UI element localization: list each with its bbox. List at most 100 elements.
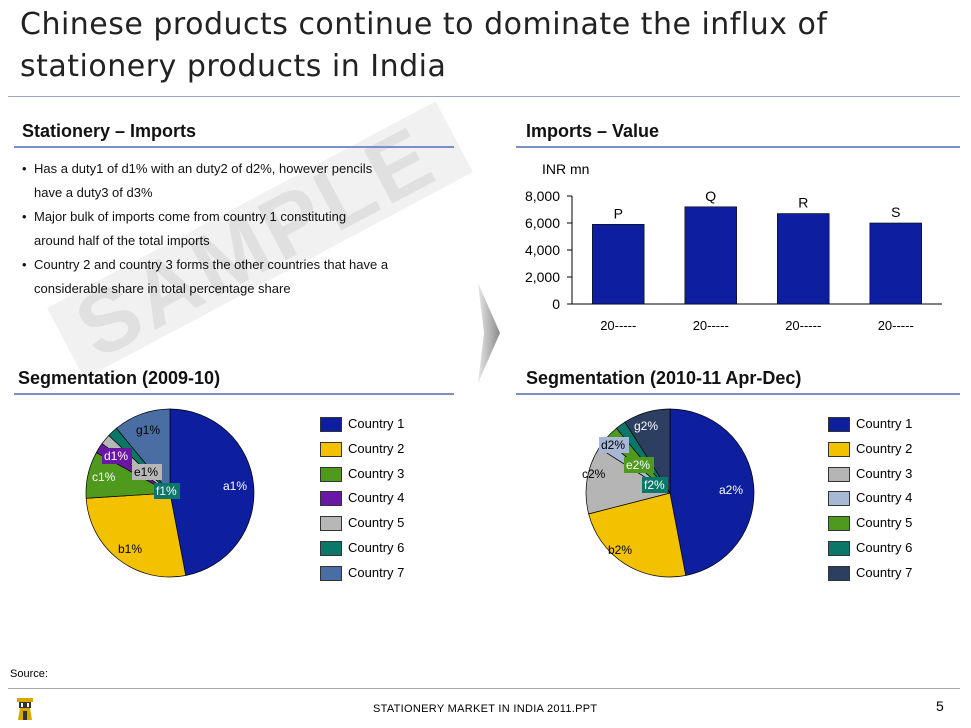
bullet-line: Country 2 and country 3 forms the other …: [34, 257, 389, 272]
legend-label: Country 6: [856, 540, 913, 555]
bullet-line: have a duty3 of d3%: [34, 185, 153, 200]
bullet-item: Country 2 and country 3 forms the other …: [22, 253, 462, 301]
bullet-line: Major bulk of imports come from country …: [34, 209, 347, 224]
pie-slice-label: f2%: [642, 477, 668, 493]
pie-slice-label: a1%: [223, 479, 247, 493]
legend-swatch: [320, 417, 342, 432]
legend-label: Country 7: [856, 564, 913, 580]
legend-label: Country 1: [348, 416, 405, 431]
pie-slice: [85, 492, 187, 578]
x-tick-label: 20-----: [878, 318, 914, 333]
y-tick-label: 8,000: [525, 188, 560, 204]
svg-text:g2%: g2%: [634, 419, 658, 433]
pie-slice-label: d1%: [102, 448, 132, 464]
y-tick-label: 0: [552, 296, 560, 312]
legend-swatch: [828, 417, 850, 432]
legend-swatch: [320, 565, 342, 581]
legend-swatch: [828, 466, 850, 482]
legend-swatch: [828, 541, 850, 556]
title-divider: [8, 96, 960, 97]
svg-text:b2%: b2%: [608, 543, 632, 557]
footer-divider: [8, 688, 960, 689]
legend-label: Country 6: [348, 540, 405, 555]
x-tick-label: 20-----: [600, 318, 636, 333]
x-tick-label: 20-----: [693, 318, 729, 333]
pie-slice-label: g2%: [634, 419, 658, 433]
bullet-item: Has a duty1 of d1% with an duty2 of d2%,…: [22, 157, 462, 205]
x-tick-label: 20-----: [785, 318, 821, 333]
legend-label: Country 2: [348, 440, 405, 456]
pie-slice: [624, 408, 671, 495]
pie2-heading-underline: [516, 393, 960, 395]
bar-chart: INR mn 0 2,000 4,000 6,000 8,000 P 20----- Q 20--…: [525, 161, 942, 333]
y-tick-label: 4,000: [525, 242, 560, 258]
svg-text:e2%: e2%: [626, 458, 650, 472]
pie1-legend: Country 1 Country 2 Country 3 Country 4 Coun…: [320, 415, 450, 595]
pie-slice-label: e2%: [624, 457, 654, 473]
legend-swatch: [320, 516, 342, 532]
pie-slice-label: c2%: [582, 467, 606, 481]
slide-title-line1: Chinese products continue to dominate th…: [20, 7, 828, 42]
slide-title-line2: stationery products in India: [20, 49, 447, 84]
pie-slice: [669, 408, 755, 576]
pie-chart-2010-11: a2% b2% c2% d2%e2% f2% g2%: [582, 408, 755, 578]
legend-label: Country 4: [856, 490, 913, 506]
svg-text:d2%: d2%: [601, 438, 625, 452]
legend-swatch: [320, 441, 342, 457]
bar-data-label: Q: [705, 188, 716, 204]
slide-title: Chinese products continue to dominate th…: [20, 4, 920, 88]
svg-text:d1%: d1%: [104, 449, 128, 463]
legend-label: Country 5: [856, 515, 913, 531]
pie-chart-2009-10: a1% b1% c1% d1% e1% f1% g1%: [85, 408, 255, 578]
pie-slice-label: f1%: [154, 483, 180, 499]
transition-arrow-icon: [478, 283, 500, 383]
bar: [869, 222, 922, 305]
legend-label: Country 2: [856, 440, 913, 456]
pie-slice-label: c1%: [92, 470, 116, 484]
svg-text:a1%: a1%: [223, 479, 247, 493]
legend-label: Country 4: [348, 490, 405, 506]
bar-data-label: S: [891, 204, 900, 220]
svg-text:c1%: c1%: [92, 470, 116, 484]
bar: [684, 206, 737, 305]
bullet-line: Has a duty1 of d1% with an duty2 of d2%,…: [34, 161, 373, 176]
bar-chart-heading: Imports – Value: [526, 121, 660, 141]
imports-heading-underline: [14, 146, 454, 148]
lighthouse-logo-icon: [17, 698, 33, 720]
legend-label: Country 7: [348, 564, 405, 580]
pie-slice: [588, 492, 687, 578]
pie-slice-label: b1%: [118, 542, 142, 556]
pie1-heading-underline: [14, 393, 454, 395]
pie1-heading: Segmentation (2009-10): [18, 368, 221, 388]
source-label: Source:: [10, 668, 48, 680]
legend-swatch: [828, 441, 850, 457]
pie-slice-label: d2%: [599, 437, 629, 453]
imports-heading: Stationery – Imports: [22, 121, 197, 141]
y-tick-label: 6,000: [525, 215, 560, 231]
pie2-heading: Segmentation (2010-11 Apr-Dec): [526, 368, 802, 388]
legend-swatch: [320, 541, 342, 556]
pie-slice-label: a2%: [719, 483, 743, 497]
bar-data-label: P: [614, 205, 623, 221]
legend-swatch: [828, 491, 850, 507]
bar-chart-heading-underline: [516, 146, 960, 148]
svg-text:f1%: f1%: [156, 484, 177, 498]
pie-slice-label: e1%: [132, 464, 162, 480]
pie-slice: [169, 408, 255, 576]
legend-swatch: [828, 516, 850, 532]
svg-text:g1%: g1%: [136, 423, 160, 437]
bar-data-label: R: [798, 195, 808, 211]
footer-title: STATIONERY MARKET IN INDIA 2011.PPT: [373, 703, 598, 715]
svg-text:b1%: b1%: [118, 542, 142, 556]
bullet-line: considerable share in total percentage s…: [34, 281, 291, 296]
legend-swatch: [828, 565, 850, 581]
legend-label: Country 5: [348, 515, 405, 531]
bar: [592, 224, 645, 305]
bullet-item: Major bulk of imports come from country …: [22, 205, 462, 253]
bullet-line: around half of the total imports: [34, 233, 210, 248]
imports-bullets: Has a duty1 of d1% with an duty2 of d2%,…: [22, 157, 462, 301]
pie-slice-label: b2%: [608, 543, 632, 557]
bar: [777, 213, 830, 305]
svg-text:c2%: c2%: [582, 467, 606, 481]
svg-text:e1%: e1%: [134, 465, 158, 479]
